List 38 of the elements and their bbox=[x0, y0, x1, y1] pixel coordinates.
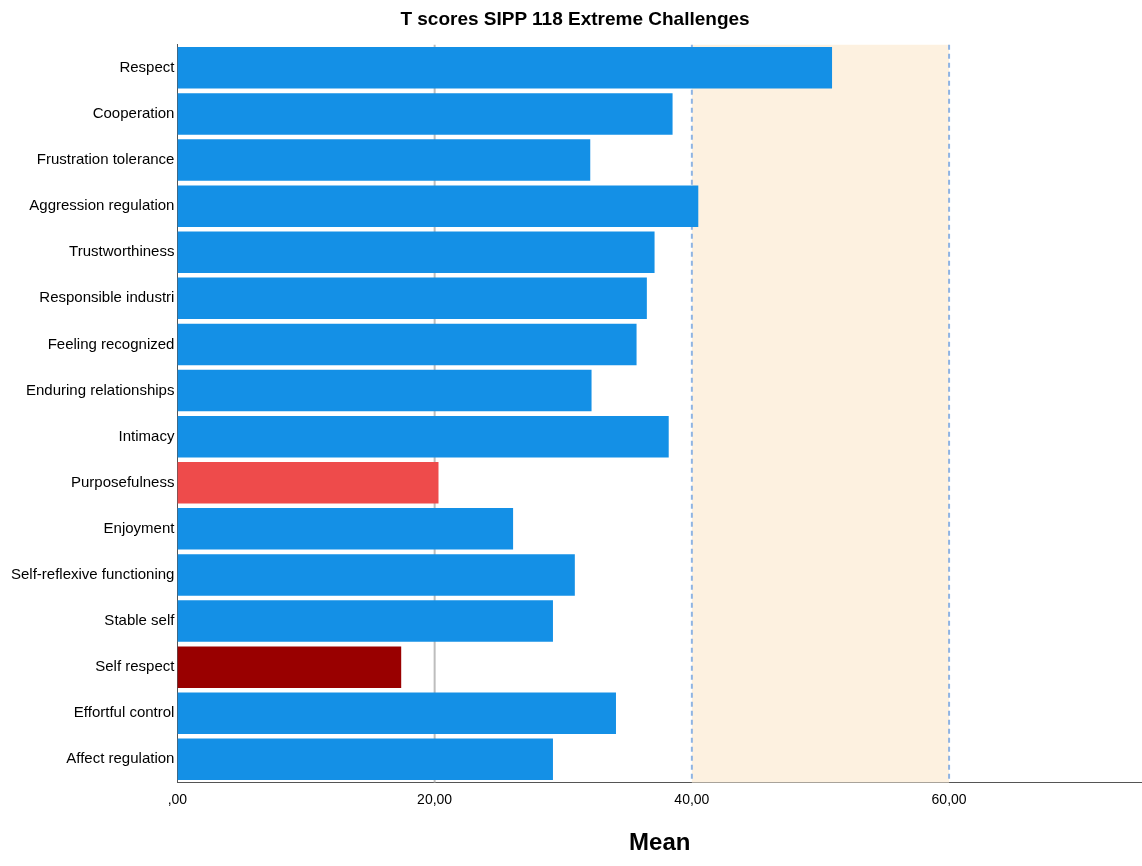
bar bbox=[177, 508, 514, 550]
bar bbox=[177, 323, 637, 366]
bar bbox=[177, 738, 553, 781]
bar bbox=[177, 646, 402, 688]
y-tick-label: Feeling recognized bbox=[47, 334, 175, 352]
bar bbox=[177, 692, 616, 734]
y-tick-label: Effortful control bbox=[73, 703, 175, 721]
x-tick-label: ,00 bbox=[167, 790, 188, 807]
bar bbox=[177, 185, 699, 227]
y-tick-label: Frustration tolerance bbox=[36, 150, 175, 168]
bar bbox=[177, 600, 553, 642]
bar bbox=[177, 554, 575, 596]
y-tick-label: Enduring relationships bbox=[25, 380, 175, 398]
bar bbox=[177, 462, 439, 504]
y-tick-label: Responsible industri bbox=[39, 288, 175, 306]
x-tick-label: 40,00 bbox=[674, 790, 710, 807]
chart-title: T scores SIPP 118 Extreme Challenges bbox=[400, 7, 750, 29]
y-tick-label: Self respect bbox=[95, 657, 176, 675]
x-axis-title: Mean bbox=[629, 828, 691, 856]
y-tick-label: Enjoyment bbox=[103, 518, 176, 536]
bar bbox=[177, 231, 655, 273]
bar bbox=[177, 139, 591, 181]
y-tick-label: Intimacy bbox=[118, 426, 175, 444]
y-tick-label: Cooperation bbox=[92, 104, 175, 122]
y-tick-label: Trustworthiness bbox=[69, 242, 175, 260]
bar bbox=[177, 93, 673, 135]
y-tick-label: Purposefulness bbox=[71, 472, 175, 490]
bar bbox=[177, 277, 647, 320]
y-tick-label: Aggression regulation bbox=[29, 196, 175, 214]
y-tick-label: Stable self bbox=[104, 611, 176, 629]
bar bbox=[177, 415, 669, 458]
y-tick-label: Respect bbox=[119, 57, 176, 75]
x-tick-label: 20,00 bbox=[417, 790, 453, 807]
x-tick-label: 60,00 bbox=[931, 790, 967, 807]
y-tick-label: Self-reflexive functioning bbox=[11, 565, 175, 583]
bar bbox=[177, 47, 833, 89]
bar bbox=[177, 369, 592, 412]
y-tick-label: Affect regulation bbox=[66, 749, 175, 767]
